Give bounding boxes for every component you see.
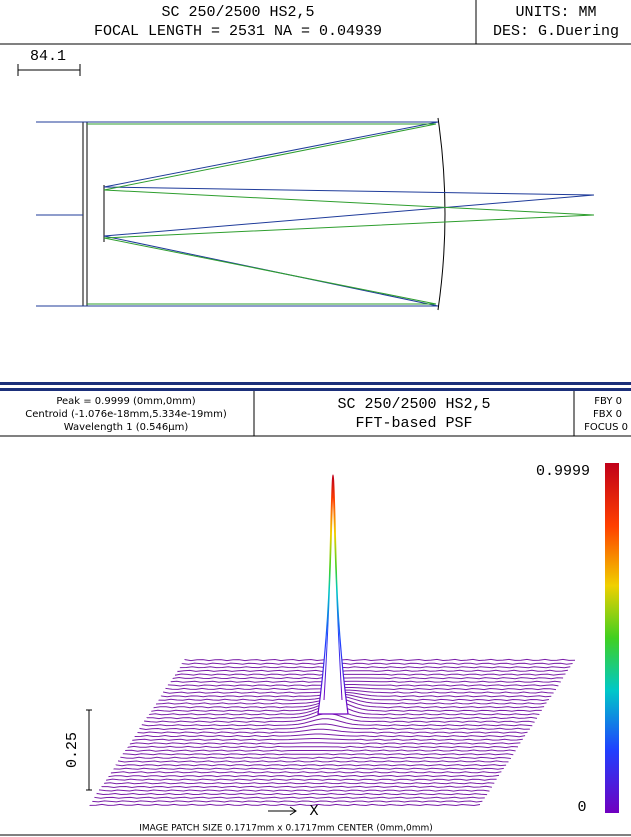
surface-line	[172, 676, 564, 680]
layout-title: SC 250/2500 HS2,5	[161, 4, 314, 21]
surface-line	[175, 673, 566, 676]
surface-line	[167, 684, 559, 687]
surface-line	[120, 756, 511, 760]
surface-line	[94, 796, 485, 799]
surface-line	[110, 771, 502, 774]
scale-bar	[17, 64, 81, 76]
surface-line	[158, 693, 549, 702]
peak: Peak = 0.9999 (0mm,0mm)	[56, 396, 195, 407]
colorbar	[605, 463, 619, 813]
surface-line	[170, 680, 561, 683]
z-scale-label: 0.25	[64, 732, 81, 768]
surface-line	[184, 658, 576, 662]
surface-line	[160, 691, 552, 698]
surface-line	[179, 666, 571, 669]
surface-line	[144, 713, 535, 723]
psf-title: SC 250/2500 HS2,5	[337, 396, 490, 413]
focus: FOCUS 0	[584, 422, 628, 433]
surface-line	[177, 669, 568, 673]
psf-peak-ridge	[323, 477, 343, 701]
ray-green	[87, 123, 595, 305]
fby: FBY 0	[594, 396, 622, 407]
surface-line	[129, 742, 521, 745]
units: UNITS: MM	[515, 4, 596, 21]
surface-line	[115, 764, 507, 767]
x-axis-label: X	[309, 803, 318, 820]
surface-line	[96, 792, 488, 796]
psf-peak	[317, 474, 349, 715]
surface-line	[181, 662, 573, 665]
surface-line	[106, 778, 497, 781]
psf-subtitle: FFT-based PSF	[355, 415, 472, 432]
primary-mirror	[437, 117, 446, 311]
surface-line	[141, 718, 533, 727]
surface-line	[163, 689, 554, 694]
surface-line	[113, 767, 504, 770]
designer: DES: G.Duering	[493, 23, 619, 40]
footer: IMAGE PATCH SIZE 0.1717mm x 0.1717mm CEN…	[139, 824, 433, 834]
surface-line	[89, 803, 481, 807]
surface-line	[127, 745, 519, 749]
scale-bar-label: 84.1	[30, 48, 66, 65]
surface-line	[134, 733, 526, 738]
colorbar-max: 0.9999	[536, 463, 590, 480]
centroid: Centroid (-1.076e-18mm,5.334e-19mm)	[25, 409, 227, 420]
colorbar-min: 0	[577, 799, 586, 816]
psf-surface	[89, 658, 576, 807]
ray-blue	[36, 121, 595, 307]
wavelength: Wavelength 1 (0.546µm)	[64, 422, 189, 433]
separator	[0, 388, 631, 391]
layout-subtitle: FOCAL LENGTH = 2531 NA = 0.04939	[94, 23, 382, 40]
surface-line	[103, 782, 495, 785]
surface-line	[137, 728, 528, 734]
optical-layout	[36, 117, 595, 311]
x-arrow	[268, 806, 297, 816]
corrector	[82, 122, 88, 306]
surface-line	[132, 738, 523, 741]
surface-line	[118, 760, 509, 763]
z-scale-bar	[86, 709, 92, 791]
surface-line	[101, 785, 492, 789]
surface-line	[124, 749, 516, 752]
fbx: FBX 0	[593, 409, 622, 420]
surface-line	[122, 753, 514, 756]
surface-line	[108, 774, 500, 778]
surface-line	[99, 789, 490, 792]
separator	[0, 382, 631, 385]
surface-line	[139, 723, 530, 731]
surface-line	[92, 800, 483, 803]
surface-line	[156, 695, 547, 705]
surface-line	[165, 687, 557, 691]
